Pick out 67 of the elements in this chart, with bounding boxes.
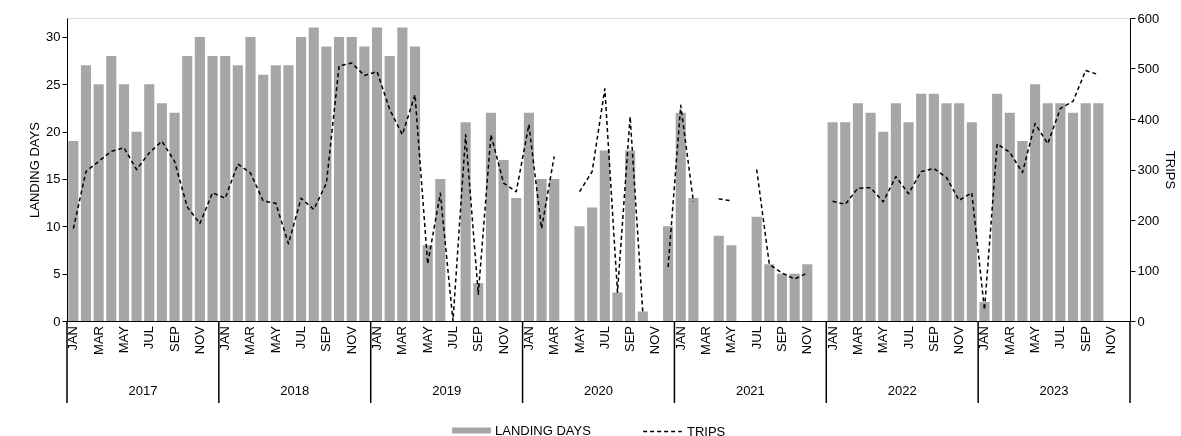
x-tick-label: MAR (394, 326, 410, 355)
legend-label: LANDING DAYS (495, 422, 592, 436)
y-tick-label: 20 (46, 124, 61, 140)
x-tick-label: MAY (267, 325, 283, 354)
y-tick-label: 15 (46, 171, 61, 187)
x-tick-label: JAN (369, 326, 385, 351)
text: 2018 (280, 383, 310, 398)
x-tick-label: JAN (217, 326, 233, 351)
x-tick-label: MAY (115, 325, 131, 354)
x-tick-label: MAR (90, 326, 106, 355)
x-tick-label: MAY (571, 325, 587, 354)
x-tick-label: SEP (318, 326, 334, 353)
x-tick-label: JAN (65, 326, 81, 351)
text: 2023 (1039, 383, 1069, 398)
x-tick-label: JAN (976, 326, 992, 351)
y2-tick-label: 0 (1137, 313, 1145, 329)
y-tick-label: 30 (46, 29, 61, 45)
x-tick-label: JUL (444, 326, 460, 350)
x-tick-label: JUL (596, 326, 612, 350)
x-tick-label: SEP (773, 326, 789, 353)
y-axis-title: LANDING DAYS (27, 121, 43, 218)
x-tick-label: NOV (495, 325, 511, 355)
y2-tick-label: 300 (1137, 162, 1160, 177)
x-tick-label: JUL (1052, 326, 1068, 350)
x-tick-label: JUL (293, 326, 309, 350)
x-tick-label: MAR (849, 326, 865, 355)
x-tick-label: NOV (191, 325, 207, 355)
x-tick-label: MAR (1001, 326, 1017, 355)
x-tick-label: MAY (723, 325, 739, 354)
y2-tick-label: 200 (1137, 212, 1160, 228)
x-tick-label: MAY (1027, 325, 1043, 354)
y2-tick-label: 500 (1137, 61, 1160, 76)
x-tick-label: MAR (546, 326, 562, 355)
x-tick-label: JAN (520, 326, 536, 351)
x-tick-label: SEP (1077, 326, 1093, 353)
y-tick-label: 25 (46, 76, 61, 92)
y2-tick-label: 600 (1137, 10, 1160, 26)
x-tick-label: MAR (242, 326, 258, 355)
y2-tick-label: 100 (1137, 263, 1160, 278)
x-tick-label: NOV (799, 325, 815, 355)
text: 2017 (128, 383, 158, 398)
x-tick-label: JUL (141, 326, 157, 350)
y2-axis-title: TRIPS (1163, 150, 1179, 190)
x-tick-label: NOV (1103, 325, 1119, 355)
text: 2019 (432, 383, 462, 398)
x-tick-label: SEP (166, 326, 182, 353)
x-tick-label: JUL (900, 326, 916, 350)
x-tick-label: MAY (875, 325, 891, 354)
y2-tick-label: 400 (1137, 111, 1160, 127)
y-tick-label: 10 (46, 218, 61, 234)
x-tick-label: JUL (748, 326, 764, 350)
x-tick-label: NOV (647, 325, 663, 355)
legend-label: TRIPS (687, 423, 726, 436)
x-tick-label: JAN (672, 326, 688, 351)
text: 2022 (887, 383, 917, 398)
x-tick-label: SEP (470, 326, 486, 353)
x-tick-label: MAR (698, 326, 714, 355)
x-tick-label: SEP (622, 326, 638, 353)
text: 2020 (584, 383, 613, 398)
x-tick-label: SEP (925, 326, 941, 353)
x-tick-label: MAY (419, 325, 435, 354)
x-tick-label: NOV (951, 325, 967, 355)
x-tick-label: JAN (824, 326, 840, 351)
y-tick-label: 5 (53, 266, 61, 282)
y-tick-label: 0 (53, 313, 61, 329)
text: 2021 (735, 383, 765, 398)
x-tick-label: NOV (343, 325, 359, 355)
